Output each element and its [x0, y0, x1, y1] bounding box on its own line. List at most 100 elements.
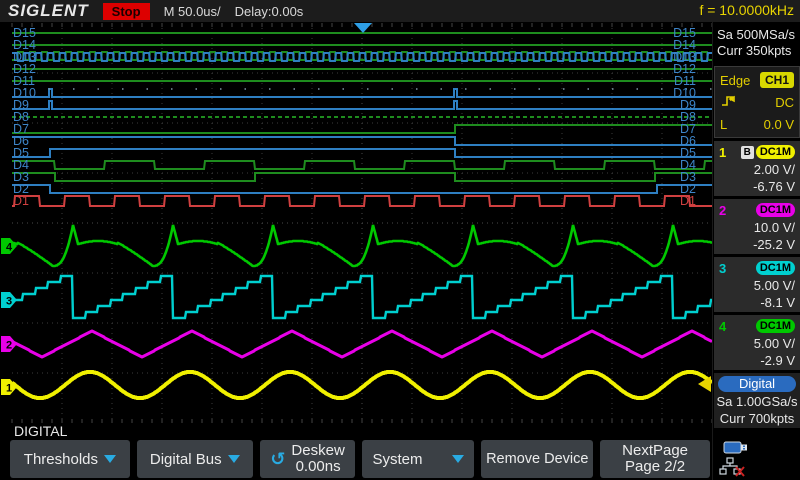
digital-label-D6-right: D6 [680, 134, 696, 148]
digital-sample-rate: Sa 1.00GSa/s [716, 394, 798, 409]
channel-4-coupling-badge: DC1M [755, 319, 795, 333]
rising-edge-icon [720, 94, 738, 110]
channel-1-offset: -6.76 V [753, 179, 795, 194]
digital-trace-D3 [12, 172, 712, 182]
digital-label-D11-right: D11 [674, 74, 696, 88]
channel-4-level-marker[interactable] [1, 238, 17, 254]
digital-label-D13-right: D13 [673, 50, 696, 64]
digital-title-badge: Digital [718, 376, 796, 392]
digital-label-D14-right: D14 [673, 38, 696, 52]
analog-trace-ch1 [10, 370, 712, 400]
system-button[interactable]: System [362, 440, 475, 478]
remove-device-button[interactable]: Remove Device [481, 440, 594, 478]
digital-label-D13-left: D13 [13, 50, 36, 64]
remove-device-label: Remove Device [486, 451, 589, 467]
next-page-button[interactable]: NextPage Page 2/2 [600, 440, 710, 478]
digital-label-D15-right: D15 [673, 26, 696, 40]
analog-trace-ch2 [11, 329, 712, 359]
digital-trace-D7 [12, 124, 712, 134]
digital-bus-label: Digital Bus [149, 450, 222, 468]
channel-3-coupling-badge: DC1M [755, 261, 795, 275]
channel-3-number: 3 [719, 260, 727, 276]
digital-trace-D10 [12, 88, 712, 98]
rotate-knob-icon: ↺ [270, 448, 286, 469]
channel-4-marker-number: 4 [6, 242, 13, 254]
channel-2-offset: -25.2 V [753, 237, 795, 252]
channel-4-box[interactable]: 4 DC1M 5.00 V/ -2.9 V [714, 315, 800, 370]
right-info-panel: Sa 500MSa/s Curr 350kpts Edge CH1 DC L 0… [712, 22, 800, 480]
trigger-info-box[interactable]: Edge CH1 DC L 0.0 V [714, 66, 800, 138]
next-page-label: NextPage [622, 442, 689, 459]
lan-disconnected-icon [719, 457, 745, 477]
digital-label-D15-left: D15 [13, 26, 36, 40]
digital-label-D10-left: D10 [13, 86, 36, 100]
channel-4-offset: -2.9 V [760, 353, 795, 368]
digital-label-D7-left: D7 [13, 122, 29, 136]
down-arrow-icon [452, 455, 465, 463]
channel-4-number: 4 [719, 318, 727, 334]
trigger-position-marker[interactable] [354, 23, 372, 33]
channel-3-offset: -8.1 V [760, 295, 795, 310]
run-state-badge[interactable]: Stop [102, 2, 150, 20]
digital-label-D9-left: D9 [13, 98, 29, 112]
trigger-level-value: 0.0 V [763, 116, 794, 132]
frequency-counter: f = 10.0000kHz [699, 2, 794, 18]
analog-trace-ch4 [11, 224, 712, 268]
channel-1-coupling-badge: DC1M [755, 145, 795, 159]
usb-icon [723, 441, 747, 454]
digital-memory: Curr 700kpts [719, 411, 795, 426]
channel-2-scale: 10.0 V/ [753, 220, 795, 235]
delay-readout[interactable]: Delay:0.00s [234, 3, 304, 19]
digital-label-D8-right: D8 [680, 110, 696, 124]
deskew-button[interactable]: ↺ Deskew 0.00ns [259, 440, 356, 478]
bus-badge: B [740, 145, 754, 159]
trigger-source-badge: CH1 [759, 72, 794, 88]
digital-label-D8-left: D8 [13, 110, 29, 124]
digital-label-D3-right: D3 [680, 170, 696, 184]
trigger-level-marker[interactable] [698, 376, 711, 392]
page-indicator: Page 2/2 [625, 458, 686, 475]
channel-4-scale: 5.00 V/ [753, 336, 795, 351]
menu-section-label: DIGITAL [14, 423, 68, 439]
channel-1-level-marker[interactable] [1, 379, 17, 395]
softkey-menu: Thresholds Digital Bus ↺ Deskew 0.00ns S… [10, 440, 710, 478]
digital-label-D12-left: D12 [13, 62, 36, 76]
digital-label-D3-left: D3 [13, 170, 29, 184]
digital-label-D10-right: D10 [673, 86, 696, 100]
channel-2-number: 2 [719, 202, 727, 218]
trigger-coupling: DC [775, 94, 794, 110]
down-arrow-icon [104, 455, 116, 463]
digital-label-D2-right: D2 [680, 182, 696, 196]
digital-label-D4-left: D4 [13, 158, 29, 172]
digital-label-D2-left: D2 [13, 182, 29, 196]
digital-label-D14-left: D14 [13, 38, 36, 52]
digital-label-D1-right: D1 [680, 194, 696, 208]
top-status-bar: SIGLENT Stop M 50.0us/ Delay:0.00s f = 1… [0, 0, 800, 22]
trigger-type: Edge [720, 72, 751, 88]
digital-label-D5-right: D5 [680, 146, 696, 160]
digital-label-D9-right: D9 [680, 98, 696, 112]
channel-1-number: 1 [719, 144, 727, 160]
channel-1-marker-number: 1 [6, 383, 12, 395]
channel-3-scale: 5.00 V/ [753, 278, 795, 293]
deskew-value: 0.00ns [295, 458, 341, 475]
digital-label-D4-right: D4 [680, 158, 696, 172]
thresholds-button[interactable]: Thresholds [10, 440, 130, 478]
channel-2-box[interactable]: 2 DC1M 10.0 V/ -25.2 V [714, 199, 800, 254]
channel-1-scale: 2.00 V/ [753, 162, 795, 177]
digital-info-box[interactable]: Digital Sa 1.00GSa/s Curr 700kpts [714, 373, 800, 428]
timebase-readout[interactable]: M 50.0us/ [163, 3, 221, 19]
channel-3-level-marker[interactable] [1, 292, 17, 308]
sample-rate: Sa 500MSa/s [717, 27, 796, 42]
digital-label-D6-left: D6 [13, 134, 29, 148]
channel-3-box[interactable]: 3 DC1M 5.00 V/ -8.1 V [714, 257, 800, 312]
channel-1-box[interactable]: 1 B DC1M 2.00 V/ -6.76 V [714, 141, 800, 196]
digital-trace-D4 [12, 160, 712, 170]
channel-2-level-marker[interactable] [1, 336, 17, 352]
status-icon-area [714, 438, 800, 480]
channel-3-marker-number: 3 [6, 296, 12, 308]
digital-bus-button[interactable]: Digital Bus [136, 440, 253, 478]
system-label: System [372, 450, 423, 468]
digital-trace-D1 [12, 195, 712, 207]
digital-trace-D6 [12, 136, 712, 146]
